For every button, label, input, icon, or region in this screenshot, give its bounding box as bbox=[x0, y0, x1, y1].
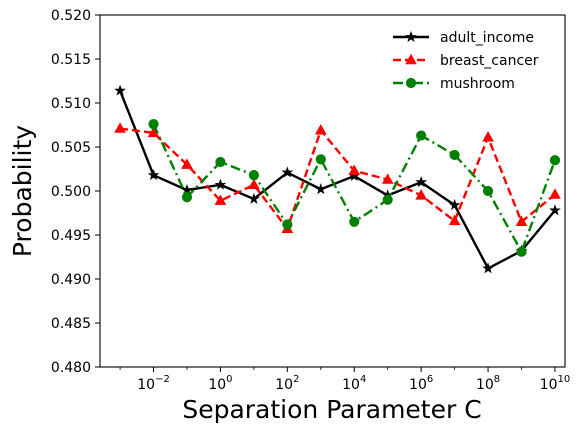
x-axis-ticks: 10−2 100 102 104 106 108 1010 bbox=[119, 367, 571, 393]
data-point-adult-income bbox=[248, 192, 260, 204]
x-tick-label: 102 bbox=[275, 374, 299, 393]
data-point-breast-cancer bbox=[448, 214, 461, 226]
series-mushroom bbox=[148, 119, 561, 257]
y-tick-label: 0.500 bbox=[51, 184, 91, 200]
data-point-mushroom bbox=[382, 194, 393, 205]
data-point-adult-income bbox=[482, 262, 494, 274]
data-point-mushroom bbox=[482, 185, 494, 197]
y-axis-label: Probability bbox=[8, 125, 37, 257]
data-point-mushroom bbox=[181, 192, 193, 203]
x-tick-label: 104 bbox=[342, 374, 366, 393]
data-point-breast-cancer bbox=[181, 158, 193, 169]
data-point-mushroom bbox=[549, 155, 561, 166]
y-axis-ticks: 0.480 0.485 0.490 0.495 0.500 0.505 0.510 0.515… bbox=[51, 8, 100, 376]
plot-frame bbox=[99, 14, 566, 368]
series-line-breast-cancer bbox=[119, 127, 556, 231]
y-tick-label: 0.520 bbox=[51, 8, 91, 24]
data-point-breast-cancer bbox=[482, 131, 494, 142]
y-tick-label: 0.490 bbox=[51, 272, 91, 288]
series-line-adult-income bbox=[118, 90, 556, 270]
data-point-adult-income bbox=[448, 198, 461, 211]
series-breast-cancer bbox=[114, 122, 561, 234]
data-point-mushroom bbox=[315, 154, 326, 165]
y-tick-label: 0.480 bbox=[51, 360, 91, 376]
data-point-mushroom bbox=[215, 156, 226, 168]
data-point-mushroom bbox=[282, 219, 293, 230]
data-point-breast-cancer bbox=[214, 194, 227, 205]
data-point-adult-income bbox=[314, 183, 327, 195]
data-point-adult-income bbox=[147, 169, 160, 181]
legend: adult_income breast_cancer mushroom bbox=[393, 30, 539, 92]
data-point-adult-income bbox=[281, 166, 294, 178]
x-tick-label: 100 bbox=[208, 374, 232, 393]
data-point-breast-cancer bbox=[314, 124, 327, 135]
x-tick-label: 106 bbox=[409, 374, 433, 393]
data-point-mushroom bbox=[148, 119, 159, 130]
legend-marker-adult-income bbox=[405, 30, 417, 42]
data-point-mushroom bbox=[449, 149, 460, 161]
legend-marker-breast-cancer bbox=[405, 53, 417, 65]
y-tick-label: 0.515 bbox=[51, 52, 91, 68]
data-point-breast-cancer bbox=[415, 189, 427, 200]
data-point-breast-cancer bbox=[549, 188, 561, 199]
x-tick-label: 108 bbox=[476, 374, 500, 393]
legend-marker-mushroom bbox=[405, 77, 417, 89]
y-tick-label: 0.505 bbox=[51, 140, 91, 156]
y-tick-label: 0.485 bbox=[51, 316, 91, 332]
data-point-breast-cancer bbox=[515, 215, 528, 227]
legend-label-adult-income: adult_income bbox=[440, 30, 534, 46]
data-point-adult-income bbox=[549, 204, 561, 216]
y-tick-label: 0.510 bbox=[51, 96, 91, 112]
data-point-adult-income bbox=[214, 178, 227, 190]
y-tick-label: 0.495 bbox=[51, 228, 91, 244]
data-point-mushroom bbox=[516, 246, 527, 257]
data-point-breast-cancer bbox=[348, 164, 361, 175]
data-point-breast-cancer bbox=[248, 178, 260, 190]
data-point-adult-income bbox=[114, 84, 126, 96]
legend-label-mushroom: mushroom bbox=[440, 76, 515, 92]
legend-label-breast-cancer: breast_cancer bbox=[440, 53, 539, 69]
x-tick-label: 1010 bbox=[540, 374, 571, 393]
series-layer bbox=[114, 84, 561, 274]
data-point-mushroom bbox=[416, 130, 427, 141]
data-point-breast-cancer bbox=[381, 173, 394, 184]
data-point-mushroom bbox=[349, 216, 360, 227]
data-point-adult-income bbox=[415, 176, 427, 188]
data-point-breast-cancer bbox=[114, 122, 126, 133]
x-axis-label: Separation Parameter C bbox=[182, 395, 481, 424]
data-point-mushroom bbox=[248, 170, 259, 181]
x-tick-label: 10−2 bbox=[137, 374, 170, 393]
